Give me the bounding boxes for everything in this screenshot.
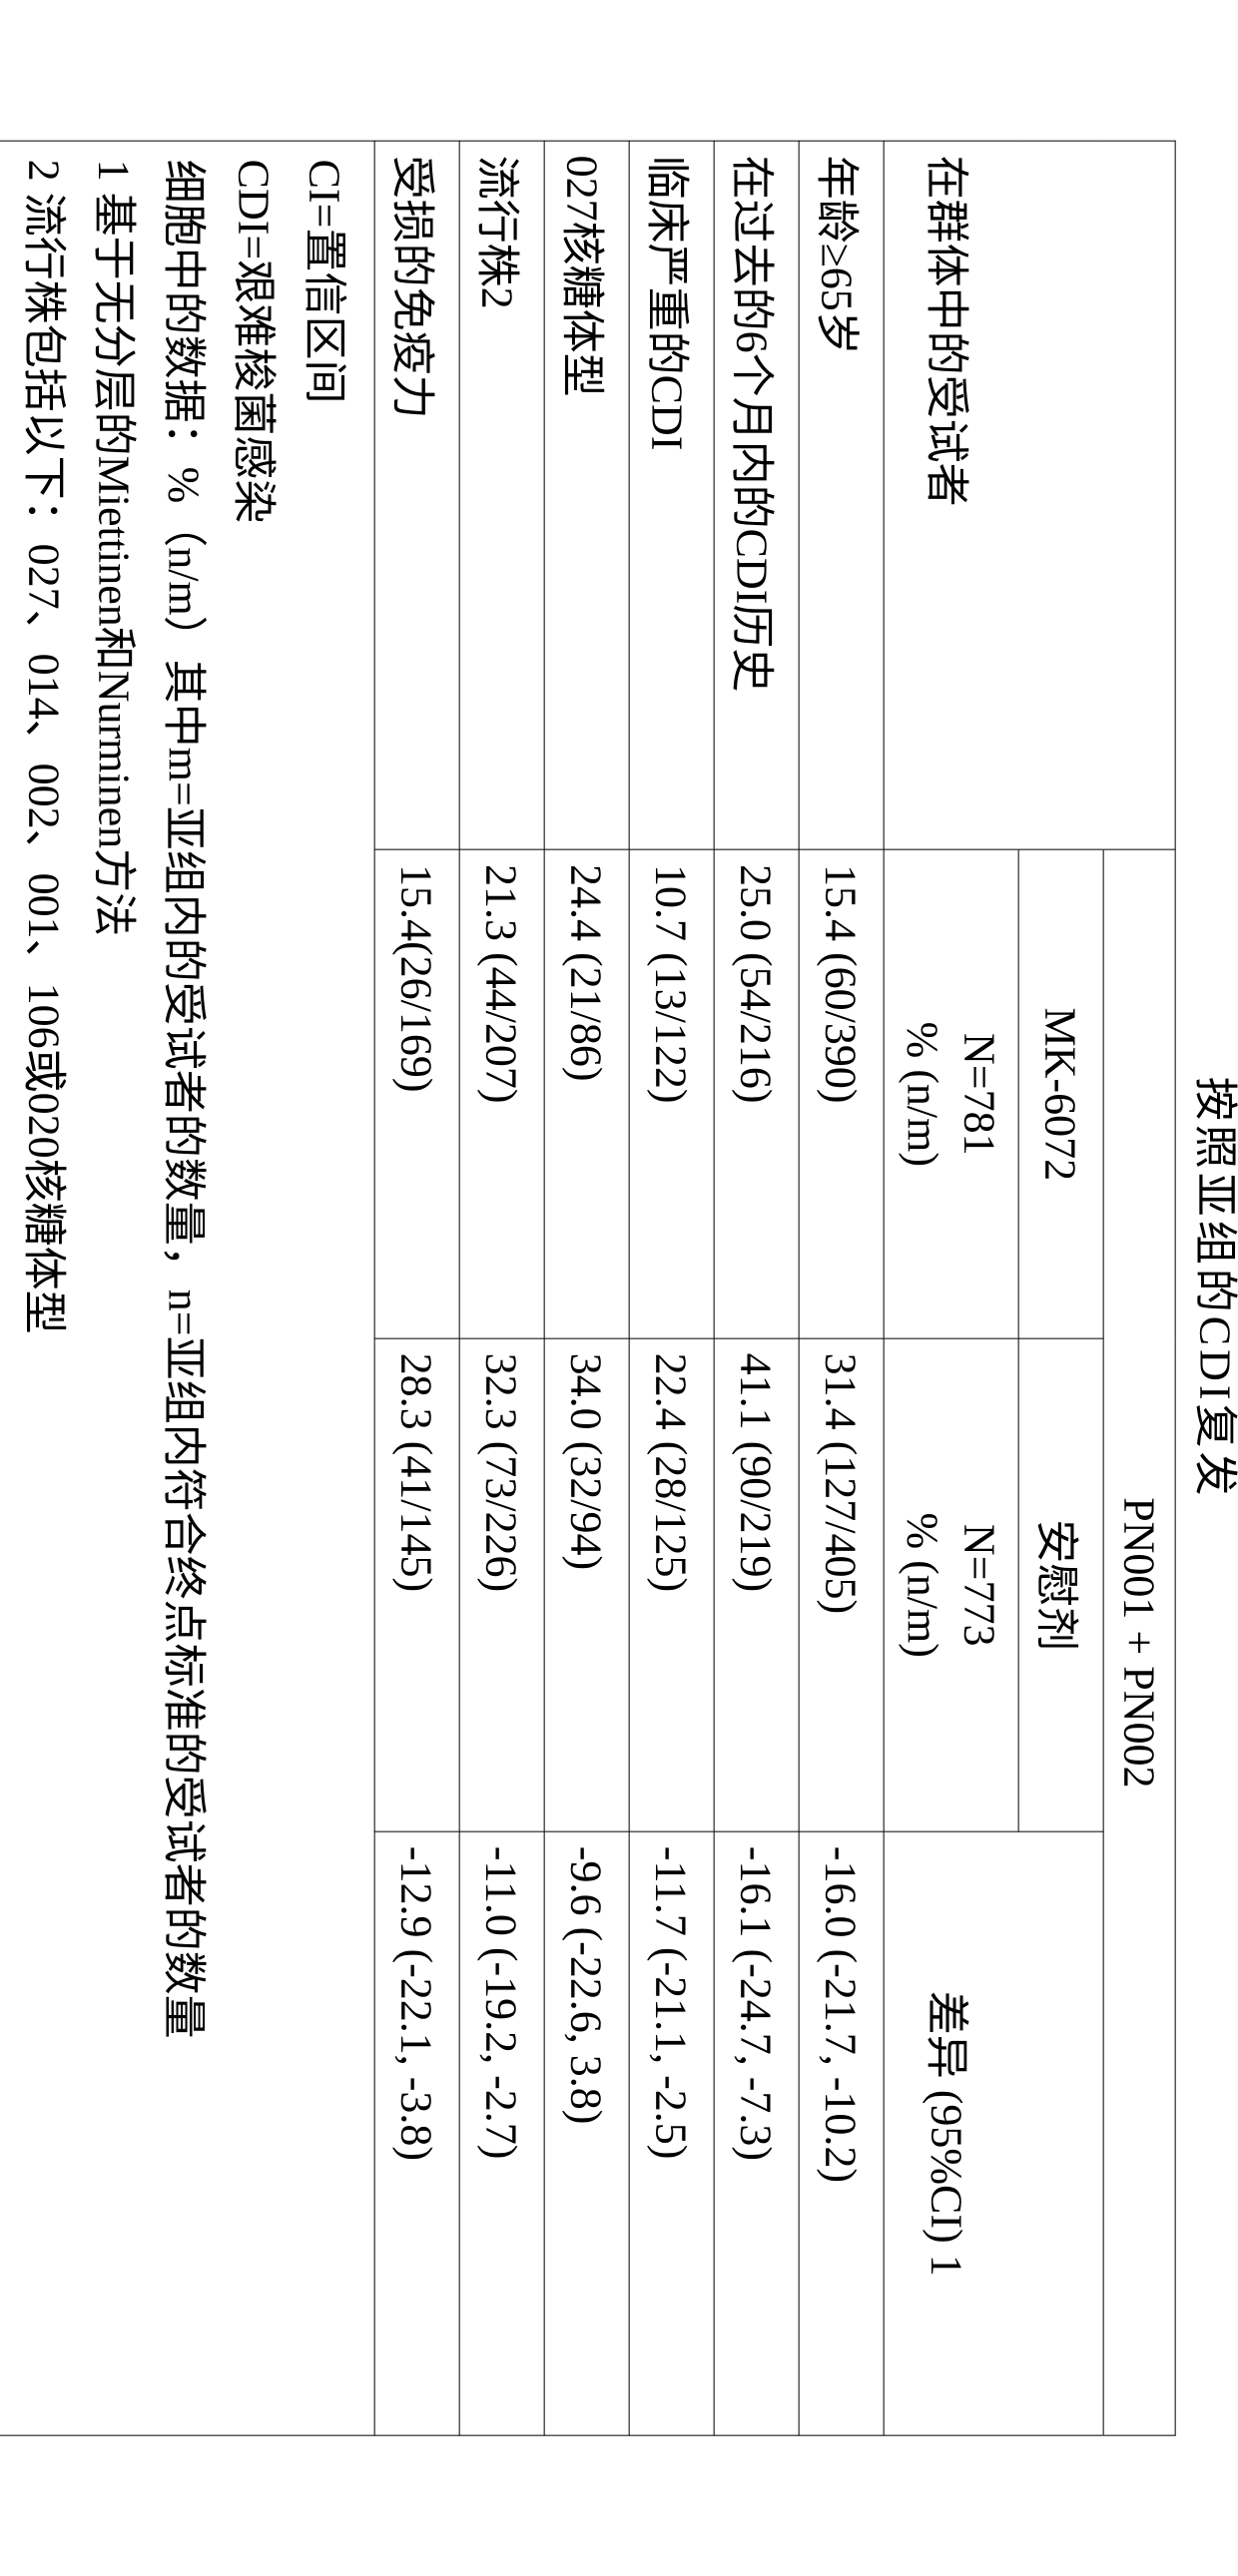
footnote-ci: CI=置信区间 [290,160,357,2417]
table-title: 按照亚组的CDI复发 [1188,141,1238,2436]
pbo-n: N=773 [950,1352,1007,1816]
blank-diff-top [1018,1831,1103,2435]
header-arm-mk: MK-6072 [1018,849,1103,1338]
table-row: 在过去的6个月内的CDI历史 25.0 (54/216) 41.1 (90/21… [714,141,799,2435]
row-label: 年龄≥65岁 [799,141,884,849]
row-diff: -12.9 (-22.1, -3.8) [374,1831,459,2435]
table-row: 027核糖体型 24.4 (21/86) 34.0 (32/94) -9.6 (… [544,141,629,2435]
table-row: 年龄≥65岁 15.4 (60/390) 31.4 (127/405) -16.… [799,141,884,2435]
row-pbo: 32.3 (73/226) [459,1338,544,1831]
row-mk: 10.7 (13/122) [629,849,714,1338]
row-label: 在过去的6个月内的CDI历史 [714,141,799,849]
row-mk: 15.4(26/169) [374,849,459,1338]
row-label: 临床严重的CDI [629,141,714,849]
row-diff: -11.0 (-19.2, -2.7) [459,1831,544,2435]
row-label: 受损的免疫力 [374,141,459,849]
row-diff: -9.6 (-22.6, 3.8) [544,1831,629,2435]
footnote-strains: 2 流行株包括以下：027、014、002、001、106或020核糖体型 [9,160,77,2417]
table-row: 受损的免疫力 15.4(26/169) 28.3 (41/145) -12.9 … [374,141,459,2435]
header-mk-n: N=781 % (n/m) [884,849,1018,1338]
blank-top-left [1103,141,1175,849]
table-row: 流行株2 21.3 (44/207) 32.3 (73/226) -11.0 (… [459,141,544,2435]
cdi-table: PN001 + PN002 MK-6072 安慰剂 在群体中的受试者 N=781… [373,141,1175,2436]
row-diff: -11.7 (-21.1, -2.5) [629,1831,714,2435]
row-mk: 25.0 (54/216) [714,849,799,1338]
mk-n: N=781 [950,864,1007,1324]
header-combined: PN001 + PN002 [1103,849,1175,2435]
row-mk: 21.3 (44/207) [459,849,544,1338]
row-pbo: 31.4 (127/405) [799,1338,884,1831]
header-pbo-n: N=773 % (n/m) [884,1338,1018,1831]
row-pbo: 41.1 (90/219) [714,1338,799,1831]
row-diff: -16.1 (-24.7, -7.3) [714,1831,799,2435]
footnote-celldata: 细胞中的数据：%（n/m）其中m=亚组内的受试者的数量，n=亚组内符合终点标准的… [150,160,218,2417]
rotated-container: 按照亚组的CDI复发 PN001 + PN002 MK-6072 安慰剂 在群体… [0,141,1238,2436]
footnote-cdi: CDI=艰难梭菌感染 [220,160,288,2417]
row-mk: 24.4 (21/86) [544,849,629,1338]
row-label: 027核糖体型 [544,141,629,849]
row-diff: -16.0 (-21.7, -10.2) [799,1831,884,2435]
footnotes: CI=置信区间 CDI=艰难梭菌感染 细胞中的数据：%（n/m）其中m=亚组内的… [0,141,373,2436]
row-pbo: 22.4 (28/125) [629,1338,714,1831]
header-arm-placebo: 安慰剂 [1018,1338,1103,1831]
header-diff: 差异 (95%CI) 1 [884,1831,1018,2435]
page: 按照亚组的CDI复发 PN001 + PN002 MK-6072 安慰剂 在群体… [0,141,1238,2436]
mk-fmt: % (n/m) [894,864,950,1324]
footnote-method: 1 基于无分层的Miettinen和Nurminen方法 [80,160,148,2417]
blank-mid-left [1018,141,1103,849]
row-pbo: 28.3 (41/145) [374,1338,459,1831]
header-subjects: 在群体中的受试者 [884,141,1018,849]
table-row: 临床严重的CDI 10.7 (13/122) 22.4 (28/125) -11… [629,141,714,2435]
row-pbo: 34.0 (32/94) [544,1338,629,1831]
row-label: 流行株2 [459,141,544,849]
row-mk: 15.4 (60/390) [799,849,884,1338]
pbo-fmt: % (n/m) [894,1352,950,1816]
